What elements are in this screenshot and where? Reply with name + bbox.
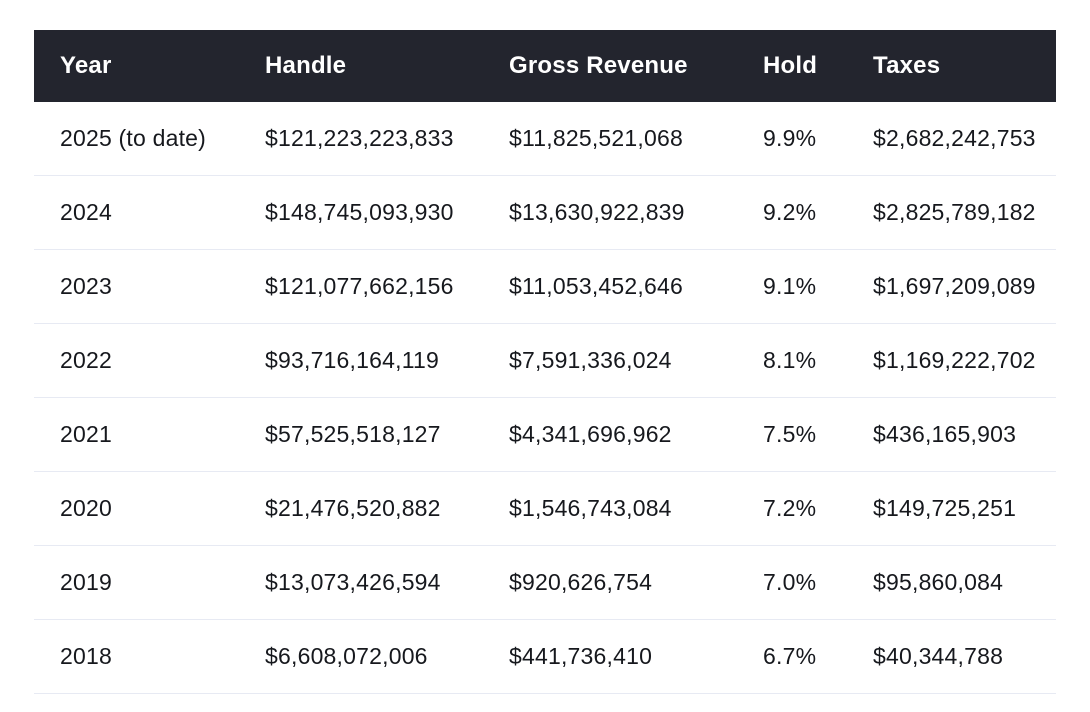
table-row: 2021 $57,525,518,127 $4,341,696,962 7.5%…: [34, 397, 1056, 472]
cell-taxes: $1,697,209,089: [847, 249, 1056, 324]
cell-year: 2022: [34, 323, 239, 398]
table-body: 2025 (to date) $121,223,223,833 $11,825,…: [34, 102, 1056, 694]
table-row: 2018 $6,608,072,006 $441,736,410 6.7% $4…: [34, 619, 1056, 694]
cell-year: 2020: [34, 471, 239, 546]
column-header-year: Year: [34, 30, 239, 102]
header-row: Year Handle Gross Revenue Hold Taxes: [34, 30, 1056, 102]
cell-gross-revenue: $11,825,521,068: [483, 102, 737, 176]
cell-hold: 8.1%: [737, 323, 847, 398]
table-row: 2025 (to date) $121,223,223,833 $11,825,…: [34, 102, 1056, 176]
cell-hold: 7.2%: [737, 471, 847, 546]
cell-taxes: $149,725,251: [847, 471, 1056, 546]
column-header-taxes: Taxes: [847, 30, 1056, 102]
cell-handle: $121,077,662,156: [239, 249, 483, 324]
cell-handle: $21,476,520,882: [239, 471, 483, 546]
cell-gross-revenue: $11,053,452,646: [483, 249, 737, 324]
revenue-table-container: Year Handle Gross Revenue Hold Taxes 202…: [34, 30, 1056, 694]
table-row: 2019 $13,073,426,594 $920,626,754 7.0% $…: [34, 545, 1056, 620]
cell-gross-revenue: $441,736,410: [483, 619, 737, 694]
column-header-handle: Handle: [239, 30, 483, 102]
table-row: 2022 $93,716,164,119 $7,591,336,024 8.1%…: [34, 323, 1056, 398]
cell-taxes: $95,860,084: [847, 545, 1056, 620]
cell-gross-revenue: $4,341,696,962: [483, 397, 737, 472]
column-header-hold: Hold: [737, 30, 847, 102]
table-row: 2023 $121,077,662,156 $11,053,452,646 9.…: [34, 249, 1056, 324]
cell-taxes: $2,682,242,753: [847, 102, 1056, 176]
cell-year: 2023: [34, 249, 239, 324]
cell-taxes: $1,169,222,702: [847, 323, 1056, 398]
cell-hold: 9.1%: [737, 249, 847, 324]
cell-hold: 6.7%: [737, 619, 847, 694]
cell-year: 2021: [34, 397, 239, 472]
cell-handle: $93,716,164,119: [239, 323, 483, 398]
cell-gross-revenue: $7,591,336,024: [483, 323, 737, 398]
table-header: Year Handle Gross Revenue Hold Taxes: [34, 30, 1056, 102]
cell-hold: 7.0%: [737, 545, 847, 620]
cell-hold: 9.2%: [737, 175, 847, 250]
revenue-table: Year Handle Gross Revenue Hold Taxes 202…: [34, 30, 1056, 694]
cell-handle: $148,745,093,930: [239, 175, 483, 250]
cell-gross-revenue: $1,546,743,084: [483, 471, 737, 546]
cell-year: 2019: [34, 545, 239, 620]
cell-hold: 7.5%: [737, 397, 847, 472]
cell-gross-revenue: $13,630,922,839: [483, 175, 737, 250]
table-row: 2024 $148,745,093,930 $13,630,922,839 9.…: [34, 175, 1056, 250]
cell-taxes: $2,825,789,182: [847, 175, 1056, 250]
cell-hold: 9.9%: [737, 102, 847, 176]
cell-year: 2024: [34, 175, 239, 250]
cell-handle: $13,073,426,594: [239, 545, 483, 620]
cell-year: 2018: [34, 619, 239, 694]
cell-taxes: $40,344,788: [847, 619, 1056, 694]
cell-handle: $57,525,518,127: [239, 397, 483, 472]
column-header-gross-revenue: Gross Revenue: [483, 30, 737, 102]
cell-year: 2025 (to date): [34, 102, 239, 176]
cell-gross-revenue: $920,626,754: [483, 545, 737, 620]
cell-handle: $6,608,072,006: [239, 619, 483, 694]
cell-handle: $121,223,223,833: [239, 102, 483, 176]
table-row: 2020 $21,476,520,882 $1,546,743,084 7.2%…: [34, 471, 1056, 546]
cell-taxes: $436,165,903: [847, 397, 1056, 472]
